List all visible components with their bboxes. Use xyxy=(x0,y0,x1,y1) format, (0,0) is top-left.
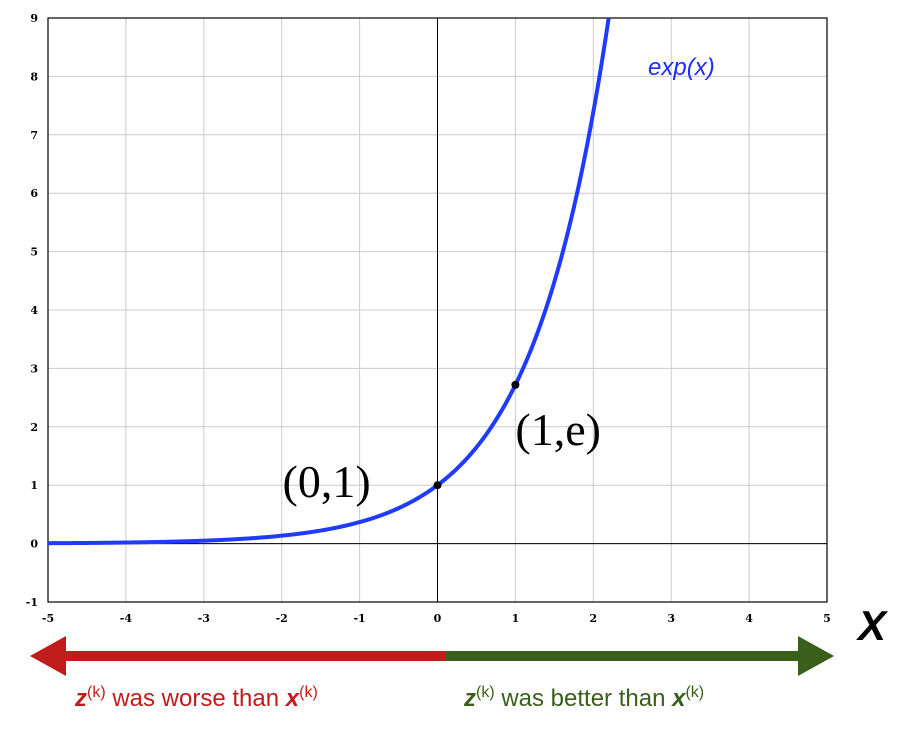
x-tick-label: -2 xyxy=(276,612,288,625)
points: (0,1) (1,e) xyxy=(283,380,601,507)
y-tick-label: 0 xyxy=(30,538,38,551)
tick-labels: -5 -4 -3 -2 -1 0 1 2 3 4 5 -1 0 1 2 3 4 5 6 7 8 9 xyxy=(26,12,831,625)
better-x: x xyxy=(670,685,687,712)
point-label-1-e: (1,e) xyxy=(515,404,601,455)
worse-caption: z(k) was worse than x(k) xyxy=(74,684,318,712)
x-tick-label: -5 xyxy=(42,612,54,625)
marked-point xyxy=(511,380,520,389)
better-text: was better than xyxy=(495,685,672,712)
y-tick-label: 5 xyxy=(30,246,38,259)
x-tick-label: -1 xyxy=(353,612,365,625)
y-tick-label: 1 xyxy=(30,479,38,492)
left-arrow-head xyxy=(30,636,66,676)
worse-sup2: (k) xyxy=(299,684,318,701)
right-arrow-head xyxy=(798,636,834,676)
x-tick-label: 0 xyxy=(434,612,442,625)
axes xyxy=(47,17,828,603)
x-tick-label: 2 xyxy=(589,612,597,625)
worse-text: was worse than xyxy=(106,685,286,712)
arrows xyxy=(30,636,834,676)
y-tick-label: 4 xyxy=(30,304,38,317)
worse-z: z xyxy=(74,685,87,712)
x-tick-label: 1 xyxy=(512,612,520,625)
right-arrow-shaft xyxy=(446,651,800,661)
curve-label: exp(x) xyxy=(648,54,715,81)
worse-sup1: (k) xyxy=(87,684,106,701)
x-tick-label: 4 xyxy=(745,612,753,625)
x-axis-label: X xyxy=(856,602,889,649)
x-tick-label: 3 xyxy=(667,612,675,625)
better-sup1: (k) xyxy=(476,684,495,701)
x-tick-label: -4 xyxy=(120,612,133,625)
y-tick-label: -1 xyxy=(26,596,38,609)
y-tick-label: 2 xyxy=(30,421,38,434)
y-tick-label: 9 xyxy=(30,12,38,25)
x-tick-label: 5 xyxy=(823,612,831,625)
x-tick-label: -3 xyxy=(198,612,210,625)
y-tick-label: 3 xyxy=(30,362,38,375)
y-tick-label: 6 xyxy=(30,187,38,200)
marked-point xyxy=(433,481,442,490)
better-z: z xyxy=(463,685,476,712)
point-label-0-1: (0,1) xyxy=(283,456,371,507)
better-sup2: (k) xyxy=(685,684,704,701)
worse-x: x xyxy=(284,685,301,712)
better-caption: z(k) was better than x(k) xyxy=(463,684,704,712)
y-tick-label: 7 xyxy=(30,129,38,142)
y-tick-label: 8 xyxy=(30,70,38,83)
left-arrow-shaft xyxy=(62,651,446,661)
